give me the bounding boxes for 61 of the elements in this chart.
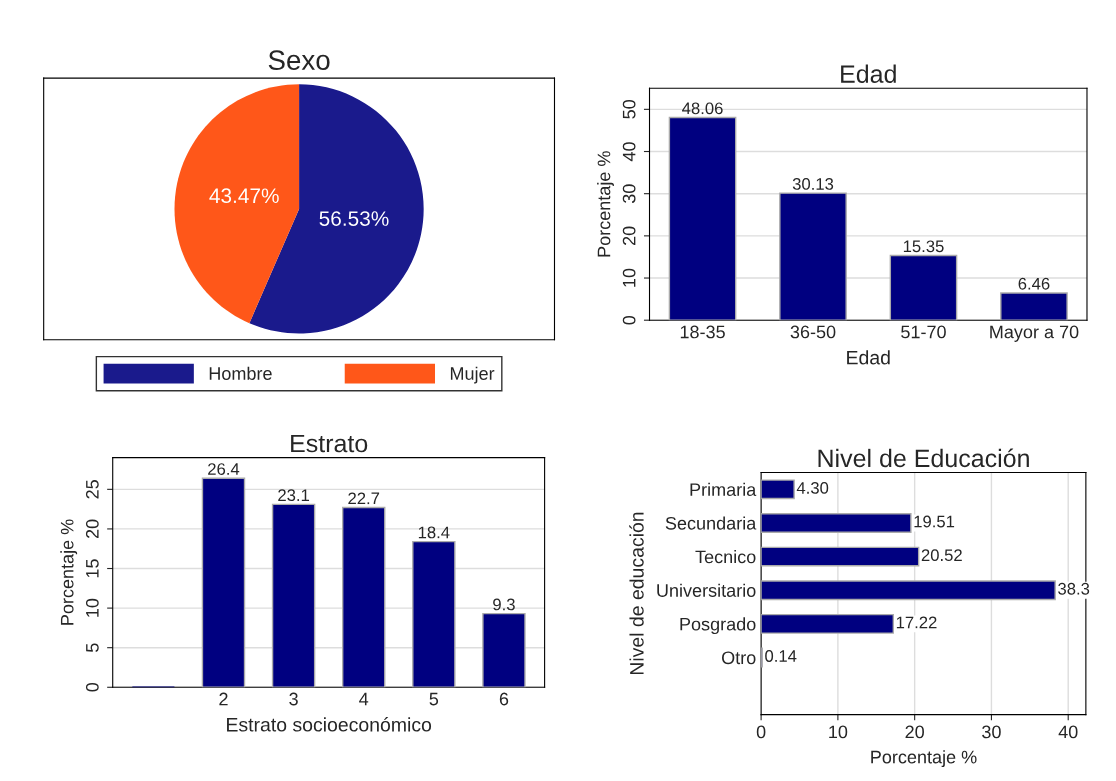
y-tick-label: 10 bbox=[85, 598, 99, 617]
x-tick-label: 0 bbox=[756, 725, 766, 739]
y-axis-title: Porcentaje % bbox=[60, 519, 78, 625]
chart-title: Nivel de Educación bbox=[818, 448, 1029, 468]
x-tick-label: 51-70 bbox=[901, 325, 946, 339]
y-tick-label: 50 bbox=[622, 100, 636, 119]
data-label: 26.4 bbox=[208, 463, 240, 475]
x-tick-label: 36-50 bbox=[790, 325, 836, 339]
y-axis-title: Porcentaje % bbox=[597, 151, 614, 257]
x-tick-label: 4 bbox=[359, 692, 369, 706]
x-tick-label: 6 bbox=[499, 692, 509, 706]
y-tick-label: 25 bbox=[85, 480, 99, 499]
y-tick-label: Posgrado bbox=[680, 617, 756, 635]
x-tick-label: 20 bbox=[905, 725, 924, 739]
data-label: 43.47% bbox=[209, 188, 279, 204]
data-label: 4.30 bbox=[796, 481, 829, 494]
y-tick-label: 40 bbox=[622, 142, 636, 162]
data-label: 20.52 bbox=[921, 549, 962, 562]
data-label: 23.1 bbox=[278, 489, 310, 502]
x-tick-label: 40 bbox=[1058, 725, 1078, 739]
legend-label: Hombre bbox=[209, 366, 272, 380]
data-label: 18.4 bbox=[418, 526, 450, 539]
data-label: 6.46 bbox=[1018, 277, 1050, 290]
x-tick-label: 10 bbox=[829, 725, 848, 739]
chart-title: Sexo bbox=[268, 50, 330, 71]
x-tick-label: 5 bbox=[429, 692, 439, 706]
x-axis-title: Estrato socioeconómico bbox=[227, 717, 432, 732]
data-label: 15.35 bbox=[903, 240, 944, 253]
y-tick-label: 20 bbox=[622, 226, 636, 245]
x-tick-label: Mayor a 70 bbox=[990, 325, 1079, 342]
x-axis-title: Porcentaje % bbox=[871, 750, 977, 768]
data-label: 19.51 bbox=[914, 515, 955, 528]
y-tick-label: 0 bbox=[622, 315, 636, 325]
y-tick-label: 15 bbox=[86, 559, 99, 578]
x-tick-label: 18-35 bbox=[680, 325, 725, 339]
y-tick-label: 30 bbox=[622, 184, 636, 204]
x-tick-label: 2 bbox=[219, 692, 228, 706]
y-tick-label: Primaria bbox=[690, 482, 757, 497]
data-label: 38.3 bbox=[1058, 582, 1090, 595]
x-tick-label: 30 bbox=[982, 725, 1001, 739]
data-label: 56.53% bbox=[319, 211, 389, 226]
data-label: 0.14 bbox=[765, 650, 797, 662]
y-tick-label: 20 bbox=[85, 519, 99, 539]
x-tick-label: 3 bbox=[289, 692, 298, 706]
y-axis-title: Nivel de educación bbox=[629, 512, 644, 675]
y-tick-label: 5 bbox=[86, 643, 99, 652]
data-label: 9.3 bbox=[493, 598, 515, 611]
y-tick-label: 0 bbox=[85, 682, 99, 692]
data-label: 30.13 bbox=[792, 178, 834, 190]
chart-title: Edad bbox=[841, 64, 896, 83]
chart-title: Estrato bbox=[291, 434, 368, 453]
y-tick-label: Tecnico bbox=[695, 550, 756, 564]
y-tick-label: Universitario bbox=[657, 583, 756, 597]
x-axis-title: Edad bbox=[847, 350, 890, 365]
y-tick-label: 10 bbox=[622, 268, 636, 287]
data-label: 48.06 bbox=[682, 102, 723, 115]
legend-label: Mujer bbox=[450, 366, 495, 384]
y-tick-label: Secundaria bbox=[665, 516, 757, 530]
data-label: 17.22 bbox=[896, 616, 937, 629]
data-label: 22.7 bbox=[348, 492, 380, 505]
y-tick-label: Otro bbox=[721, 651, 756, 665]
